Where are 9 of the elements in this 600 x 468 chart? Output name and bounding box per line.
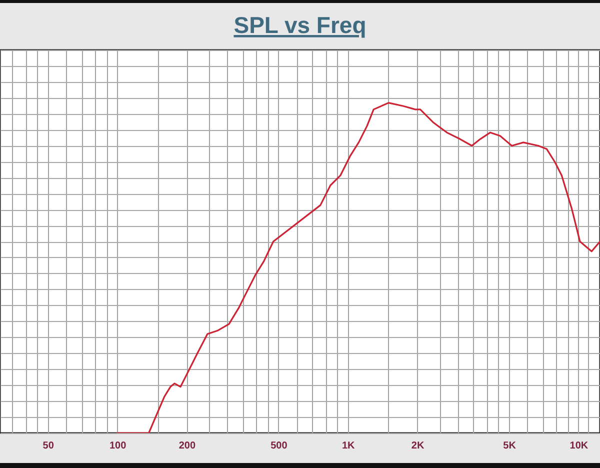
x-tick-label: 10K <box>570 440 589 452</box>
x-tick-label: 200 <box>178 440 196 452</box>
x-tick-label: 2K <box>411 440 425 452</box>
x-tick-label: 1K <box>342 440 356 452</box>
x-tick-label: 50 <box>42 440 54 452</box>
chart-title: SPL vs Freq <box>234 12 366 38</box>
x-tick-label: 100 <box>109 440 127 452</box>
x-tick-label: 5K <box>503 440 517 452</box>
x-tick-label: 500 <box>270 440 288 452</box>
